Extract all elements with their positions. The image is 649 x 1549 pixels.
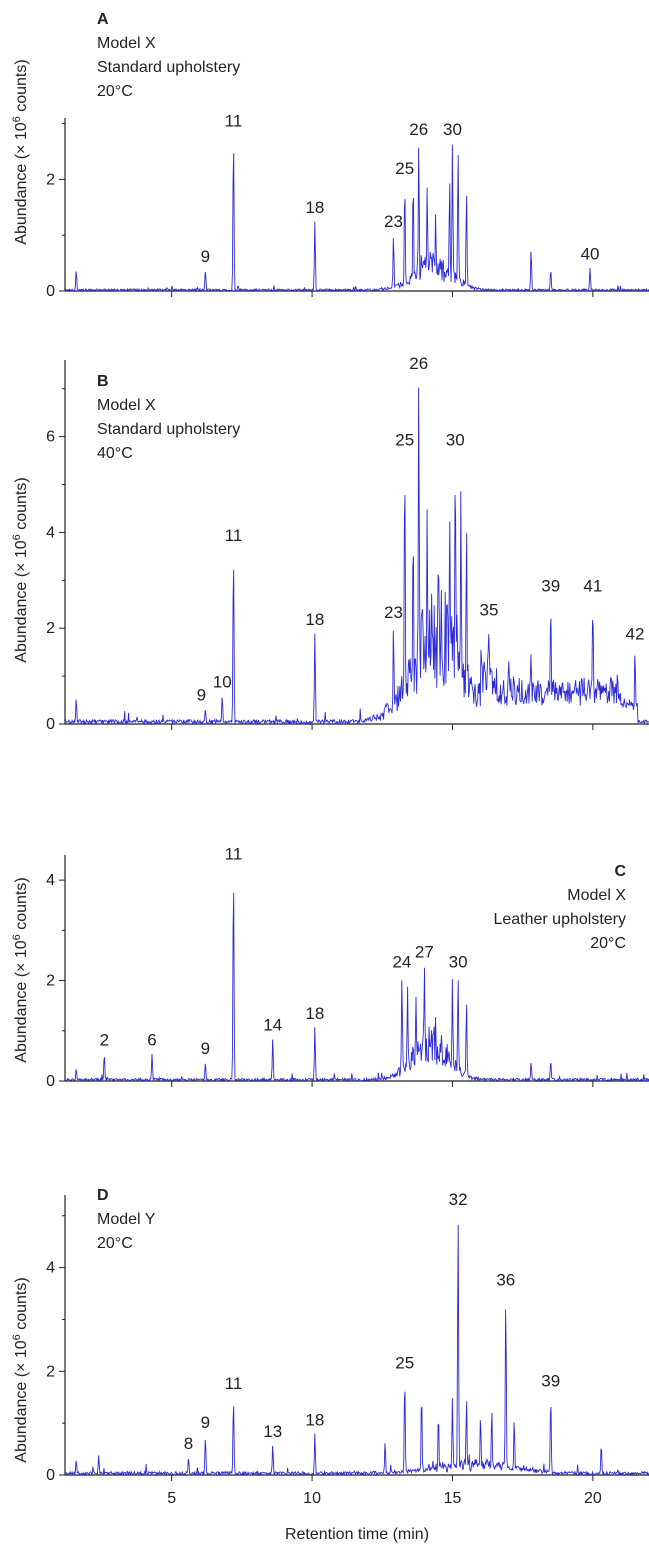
chromatogram-trace xyxy=(64,387,649,726)
y-tick-label: 4 xyxy=(46,872,55,889)
peak-label-23: 23 xyxy=(384,603,403,622)
peak-label-13: 13 xyxy=(263,1422,282,1441)
peak-label-14: 14 xyxy=(263,1015,282,1034)
x-tick-label: 20 xyxy=(584,1490,602,1507)
panel-info-line: 20°C xyxy=(97,83,133,100)
peak-label-8: 8 xyxy=(184,1434,193,1453)
panel-info-line: 20°C xyxy=(97,1235,133,1252)
peak-label-32: 32 xyxy=(449,1190,468,1209)
panel-info-line: Model X xyxy=(567,887,626,904)
y-tick-label: 4 xyxy=(46,1260,55,1277)
chromatogram-trace xyxy=(64,144,649,293)
panel-letter: D xyxy=(97,1187,109,1204)
panel-info-line: Model X xyxy=(97,35,156,52)
chart-panel-a: 0 2 Abundance (× 106 counts) 9 11 18 23 25 26 30 4… xyxy=(11,11,649,300)
peak-label-25: 25 xyxy=(395,1353,414,1372)
peak-label-11: 11 xyxy=(225,845,243,864)
y-tick-label: 2 xyxy=(46,1363,55,1380)
peak-label-27: 27 xyxy=(415,942,434,961)
panel-letter: A xyxy=(97,11,109,28)
y-tick-label: 0 xyxy=(46,283,55,300)
panel-letter: C xyxy=(614,863,626,880)
chart-panel-d: 0 2 4 Abundance (× 106 counts) 89 11 13 18 25 32 3… xyxy=(11,1187,649,1484)
peak-label-18: 18 xyxy=(305,1004,324,1023)
peak-label-10: 10 xyxy=(213,672,232,691)
peak-label-9: 9 xyxy=(201,1039,210,1058)
y-axis-title: Abundance (× 106 counts) xyxy=(11,59,30,244)
peak-label-39: 39 xyxy=(541,1372,560,1391)
peak-label-36: 36 xyxy=(496,1271,515,1290)
peak-label-9: 9 xyxy=(201,1413,210,1432)
y-tick-label: 2 xyxy=(46,973,55,990)
peak-label-11: 11 xyxy=(225,1374,243,1393)
y-tick-label: 6 xyxy=(46,429,55,446)
peak-label-35: 35 xyxy=(480,600,499,619)
peak-label-39: 39 xyxy=(541,576,560,595)
y-tick-label: 0 xyxy=(46,1467,55,1484)
peak-label-2: 2 xyxy=(100,1030,109,1049)
peak-label-42: 42 xyxy=(626,624,645,643)
peak-label-24: 24 xyxy=(392,953,411,972)
peak-label-18: 18 xyxy=(305,610,324,629)
peak-label-30: 30 xyxy=(449,953,468,972)
peak-label-11: 11 xyxy=(225,112,243,131)
peak-label-40: 40 xyxy=(581,245,600,264)
x-tick-label: 15 xyxy=(444,1490,462,1507)
peak-label-41: 41 xyxy=(583,576,602,595)
panel-info-line: 40°C xyxy=(97,445,133,462)
chromatogram-trace xyxy=(64,1224,649,1477)
y-axis-title: Abundance (× 106 counts) xyxy=(11,877,30,1062)
peak-label-23: 23 xyxy=(384,212,403,231)
panel-letter: B xyxy=(97,373,109,390)
x-axis-title: Retention time (min) xyxy=(285,1526,429,1543)
peak-label-26: 26 xyxy=(409,120,428,139)
y-tick-label: 4 xyxy=(46,524,55,541)
y-tick-label: 2 xyxy=(46,171,55,188)
peak-label-25: 25 xyxy=(395,430,414,449)
panel-info-line: Standard upholstery xyxy=(97,421,240,438)
peak-label-18: 18 xyxy=(305,198,324,217)
panel-info-line: Leather upholstery xyxy=(493,911,626,928)
chromatogram-trace xyxy=(64,892,649,1083)
x-tick-label: 5 xyxy=(167,1490,176,1507)
peak-label-25: 25 xyxy=(395,159,414,178)
panel-info-line: 20°C xyxy=(590,935,626,952)
peak-label-30: 30 xyxy=(446,430,465,449)
chart-panel-b: 0 2 4 6 Abundance (× 106 counts) 9 10 11 18 23 25 2… xyxy=(11,354,649,733)
peak-label-26: 26 xyxy=(409,354,428,373)
panel-info-line: Model Y xyxy=(97,1211,156,1228)
peak-label-30: 30 xyxy=(443,120,462,139)
peak-label-9: 9 xyxy=(201,247,210,266)
panel-info-line: Model X xyxy=(97,397,156,414)
y-axis-title: Abundance (× 106 counts) xyxy=(11,1277,30,1462)
panel-info-line: Standard upholstery xyxy=(97,59,240,76)
peak-label-18: 18 xyxy=(305,1411,324,1430)
y-axis-title: Abundance (× 106 counts) xyxy=(11,477,30,662)
x-tick-label: 10 xyxy=(303,1490,321,1507)
peak-label-9: 9 xyxy=(197,686,206,705)
y-tick-label: 2 xyxy=(46,620,55,637)
y-tick-label: 0 xyxy=(46,716,55,733)
y-tick-label: 0 xyxy=(46,1073,55,1090)
peak-label-11: 11 xyxy=(225,526,243,545)
peak-label-6: 6 xyxy=(147,1030,156,1049)
